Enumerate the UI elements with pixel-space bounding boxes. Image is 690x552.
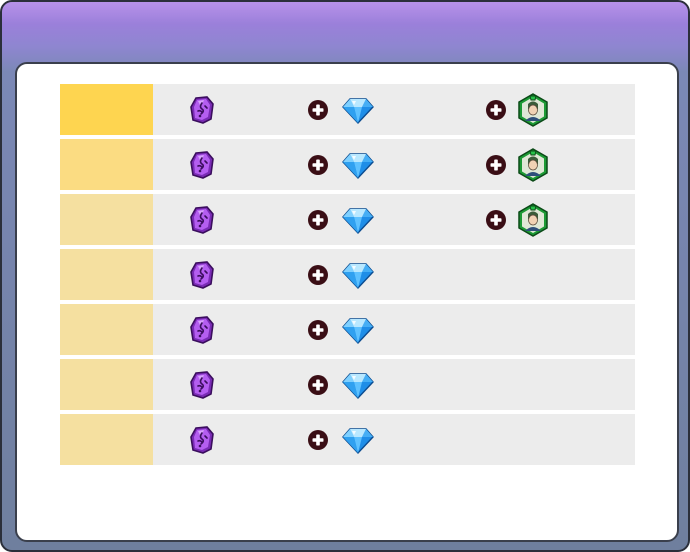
hero-card-icon[interactable] — [516, 148, 550, 182]
soul-stone-icon[interactable] — [187, 260, 217, 290]
rank-cell — [60, 84, 153, 135]
diamond-icon[interactable] — [342, 95, 374, 125]
plus-icon — [485, 99, 507, 121]
soul-stone-icon[interactable] — [187, 370, 217, 400]
diamond-icon[interactable] — [342, 370, 374, 400]
rank-cell — [60, 249, 153, 300]
rank-cell — [60, 139, 153, 190]
reward-row — [60, 84, 635, 135]
plus-icon — [307, 429, 329, 451]
plus-icon — [485, 154, 507, 176]
rank-cell — [60, 414, 153, 465]
hero-card-icon[interactable] — [516, 203, 550, 237]
soul-stone-icon[interactable] — [187, 95, 217, 125]
reward-panel — [15, 62, 679, 542]
plus-icon — [307, 154, 329, 176]
diamond-icon[interactable] — [342, 315, 374, 345]
reward-row — [60, 304, 635, 355]
plus-icon — [307, 99, 329, 121]
soul-stone-icon[interactable] — [187, 315, 217, 345]
reward-row — [60, 249, 635, 300]
reward-row — [60, 139, 635, 190]
diamond-icon[interactable] — [342, 425, 374, 455]
diamond-icon[interactable] — [342, 150, 374, 180]
diamond-icon[interactable] — [342, 205, 374, 235]
rank-cell — [60, 194, 153, 245]
rank-cell — [60, 359, 153, 410]
diamond-icon[interactable] — [342, 260, 374, 290]
reward-row — [60, 414, 635, 465]
plus-icon — [307, 264, 329, 286]
plus-icon — [307, 319, 329, 341]
soul-stone-icon[interactable] — [187, 150, 217, 180]
reward-row — [60, 359, 635, 410]
hero-card-icon[interactable] — [516, 93, 550, 127]
soul-stone-icon[interactable] — [187, 425, 217, 455]
plus-icon — [307, 209, 329, 231]
reward-row — [60, 194, 635, 245]
header-shine — [2, 2, 688, 24]
soul-stone-icon[interactable] — [187, 205, 217, 235]
rank-cell — [60, 304, 153, 355]
plus-icon — [307, 374, 329, 396]
plus-icon — [485, 209, 507, 231]
